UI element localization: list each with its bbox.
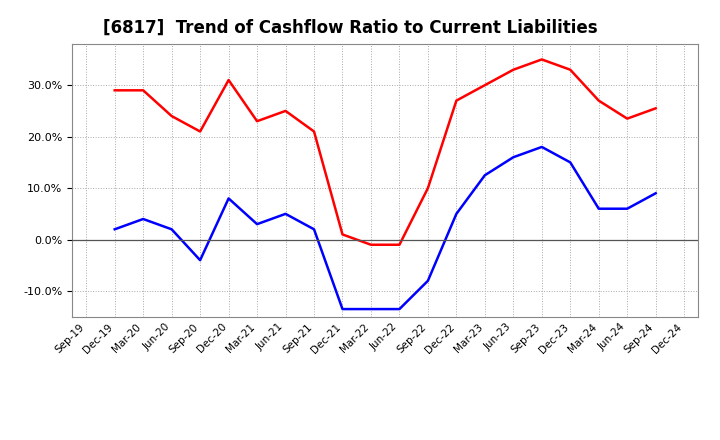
Free CF to Current Liabilities bbox=[395, 306, 404, 312]
Operating CF to Current Liabilities bbox=[452, 98, 461, 103]
Operating CF to Current Liabilities bbox=[566, 67, 575, 72]
Free CF to Current Liabilities bbox=[225, 196, 233, 201]
Operating CF to Current Liabilities bbox=[623, 116, 631, 121]
Free CF to Current Liabilities bbox=[509, 154, 518, 160]
Free CF to Current Liabilities bbox=[253, 221, 261, 227]
Operating CF to Current Liabilities bbox=[110, 88, 119, 93]
Free CF to Current Liabilities bbox=[595, 206, 603, 211]
Operating CF to Current Liabilities bbox=[167, 114, 176, 119]
Free CF to Current Liabilities bbox=[652, 191, 660, 196]
Operating CF to Current Liabilities bbox=[253, 118, 261, 124]
Text: [6817]  Trend of Cashflow Ratio to Current Liabilities: [6817] Trend of Cashflow Ratio to Curren… bbox=[104, 19, 598, 37]
Operating CF to Current Liabilities bbox=[537, 57, 546, 62]
Free CF to Current Liabilities bbox=[566, 160, 575, 165]
Operating CF to Current Liabilities bbox=[423, 186, 432, 191]
Free CF to Current Liabilities bbox=[452, 211, 461, 216]
Free CF to Current Liabilities bbox=[282, 211, 290, 216]
Operating CF to Current Liabilities bbox=[395, 242, 404, 247]
Free CF to Current Liabilities bbox=[338, 306, 347, 312]
Operating CF to Current Liabilities bbox=[196, 129, 204, 134]
Free CF to Current Liabilities bbox=[139, 216, 148, 222]
Operating CF to Current Liabilities bbox=[652, 106, 660, 111]
Operating CF to Current Liabilities bbox=[310, 129, 318, 134]
Operating CF to Current Liabilities bbox=[282, 108, 290, 114]
Legend: Operating CF to Current Liabilities, Free CF to Current Liabilities: Operating CF to Current Liabilities, Fre… bbox=[131, 438, 639, 440]
Free CF to Current Liabilities bbox=[623, 206, 631, 211]
Free CF to Current Liabilities bbox=[366, 306, 375, 312]
Free CF to Current Liabilities bbox=[423, 278, 432, 283]
Free CF to Current Liabilities bbox=[110, 227, 119, 232]
Operating CF to Current Liabilities bbox=[509, 67, 518, 72]
Operating CF to Current Liabilities bbox=[225, 77, 233, 83]
Free CF to Current Liabilities bbox=[480, 172, 489, 178]
Operating CF to Current Liabilities bbox=[139, 88, 148, 93]
Line: Free CF to Current Liabilities: Free CF to Current Liabilities bbox=[114, 147, 656, 309]
Free CF to Current Liabilities bbox=[310, 227, 318, 232]
Free CF to Current Liabilities bbox=[196, 257, 204, 263]
Free CF to Current Liabilities bbox=[537, 144, 546, 150]
Operating CF to Current Liabilities bbox=[595, 98, 603, 103]
Line: Operating CF to Current Liabilities: Operating CF to Current Liabilities bbox=[114, 59, 656, 245]
Operating CF to Current Liabilities bbox=[480, 83, 489, 88]
Operating CF to Current Liabilities bbox=[366, 242, 375, 247]
Operating CF to Current Liabilities bbox=[338, 232, 347, 237]
Free CF to Current Liabilities bbox=[167, 227, 176, 232]
